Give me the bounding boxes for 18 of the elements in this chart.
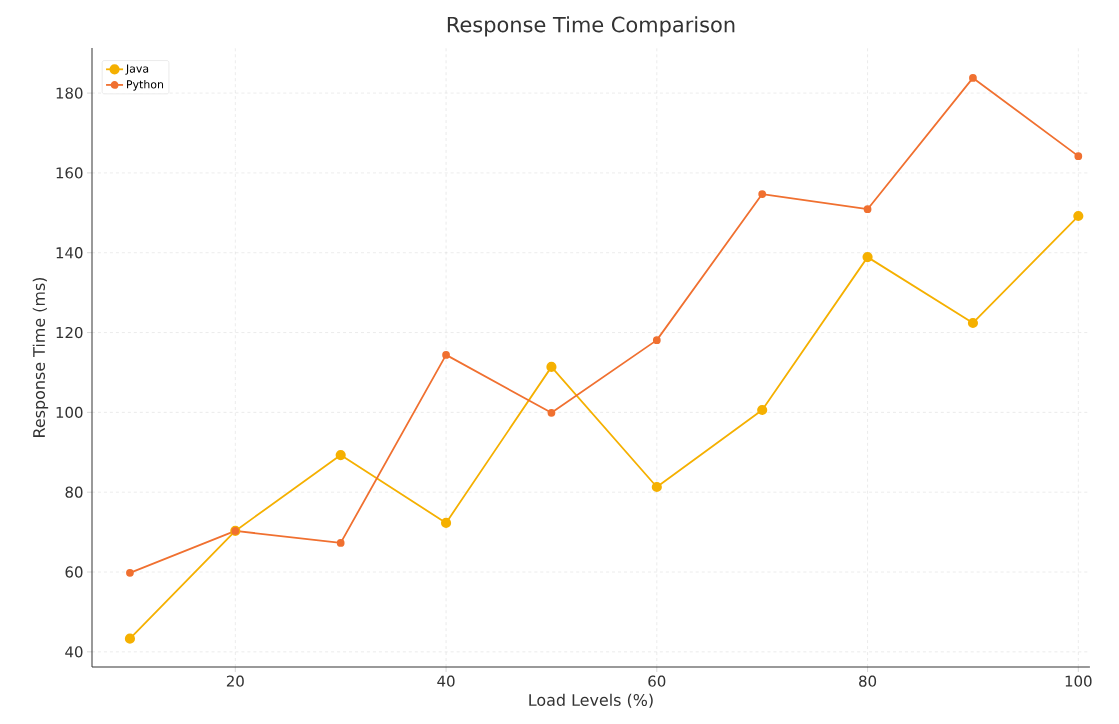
x-tick-label: 40 [437,675,455,687]
x-tick-label: 20 [226,675,244,687]
legend-label: Java [125,64,149,75]
x-tick-label: 60 [648,675,666,687]
y-axis-title: Response Time (ms) [32,277,49,437]
y-tick-label: 120 [56,326,83,339]
y-tick-label: 160 [56,167,83,179]
x-axis-title: Load Levels (%) [529,693,653,708]
y-tick-label: 40 [65,646,83,658]
x-tick-label: 80 [859,675,877,687]
y-tick-label: 140 [56,247,83,259]
x-tick-label: 100 [1065,675,1092,687]
y-tick-label: 180 [56,87,83,99]
y-tick-label: 100 [56,406,83,419]
y-tick-label: 80 [65,486,83,498]
chart-title: Response Time Comparison [447,16,735,37]
legend-label: Python [127,80,164,91]
y-tick-label: 60 [65,566,83,578]
